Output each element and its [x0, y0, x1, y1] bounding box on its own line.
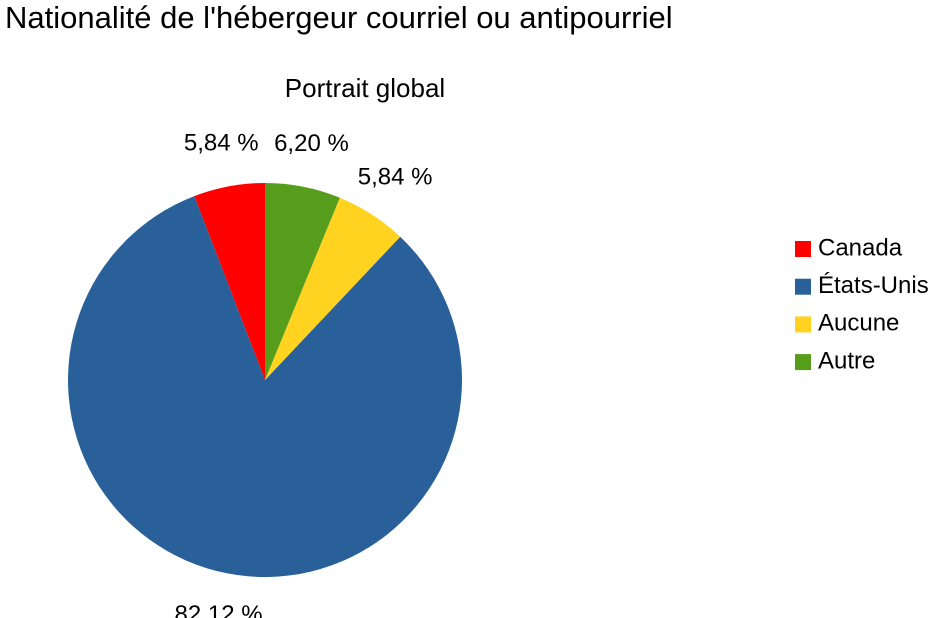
pie-slice: [265, 183, 340, 380]
value-label: 82,12 %: [175, 601, 263, 618]
value-label: 6,20 %: [274, 130, 349, 157]
legend-label: Aucune: [818, 310, 899, 337]
pie-slice: [265, 197, 401, 380]
legend-label: États-Unis: [818, 272, 929, 299]
legend-swatch: [795, 241, 811, 257]
pie-slice: [67, 196, 462, 577]
legend-swatch: [795, 354, 811, 371]
legend-label: Canada: [818, 234, 903, 261]
legend-swatch: [795, 278, 811, 295]
legend-label: Autre: [818, 347, 875, 374]
legend-swatch: [795, 316, 811, 333]
value-label: 5,84 %: [358, 164, 433, 191]
value-label: 5,84 %: [184, 129, 259, 156]
pie-slice: [194, 183, 265, 380]
chart-title: Nationalité de l'hébergeur courriel ou a…: [5, 0, 673, 35]
chart-subtitle: Portrait global: [285, 73, 445, 103]
